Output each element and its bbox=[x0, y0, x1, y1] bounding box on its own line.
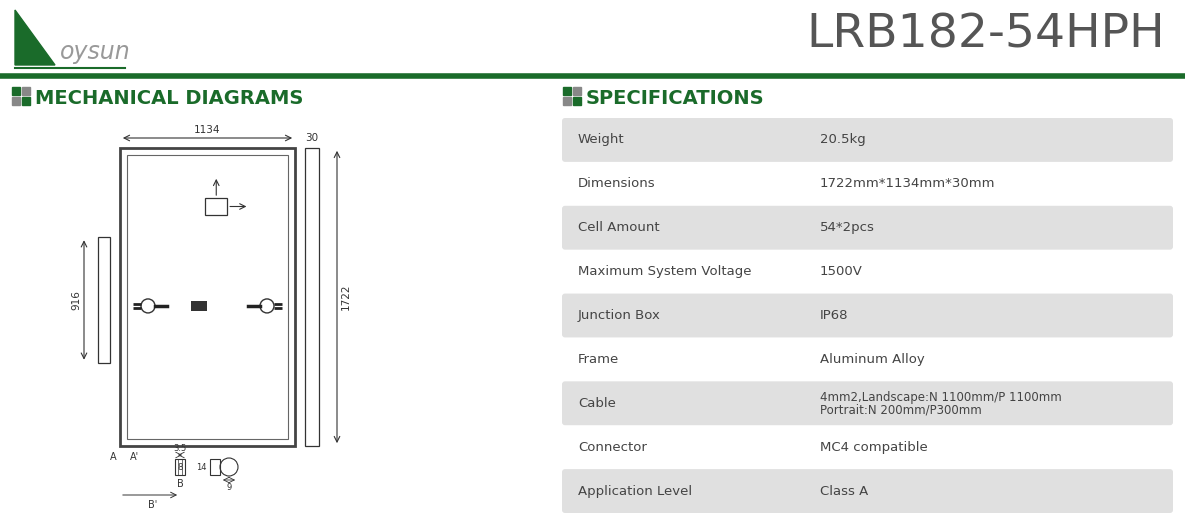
Text: MECHANICAL DIAGRAMS: MECHANICAL DIAGRAMS bbox=[36, 90, 303, 108]
Text: 9: 9 bbox=[226, 483, 231, 492]
Text: 1500V: 1500V bbox=[820, 265, 863, 278]
Text: oysun: oysun bbox=[60, 40, 130, 64]
Text: 1722: 1722 bbox=[341, 284, 351, 310]
Bar bbox=[305, 148, 319, 446]
Bar bbox=[12, 96, 20, 105]
Text: Application Level: Application Level bbox=[578, 485, 692, 498]
Text: 20.5kg: 20.5kg bbox=[820, 133, 866, 146]
Bar bbox=[191, 301, 206, 311]
Bar bbox=[563, 96, 571, 105]
Text: Dimensions: Dimensions bbox=[578, 177, 655, 190]
Text: IP68: IP68 bbox=[820, 309, 848, 322]
FancyBboxPatch shape bbox=[562, 293, 1173, 338]
Text: 54*2pcs: 54*2pcs bbox=[820, 221, 875, 234]
Text: A': A' bbox=[130, 452, 139, 462]
Text: Cell Amount: Cell Amount bbox=[578, 221, 660, 234]
Bar bbox=[572, 96, 581, 105]
Text: LRB182-54HPH: LRB182-54HPH bbox=[806, 13, 1165, 58]
Text: 4mm2,Landscape:N 1100mm/P 1100mm: 4mm2,Landscape:N 1100mm/P 1100mm bbox=[820, 391, 1062, 404]
Bar bbox=[21, 87, 30, 95]
Text: 916: 916 bbox=[71, 290, 81, 310]
Text: Class A: Class A bbox=[820, 485, 869, 498]
FancyBboxPatch shape bbox=[562, 206, 1173, 250]
Text: Connector: Connector bbox=[578, 441, 647, 454]
Bar bbox=[210, 459, 220, 475]
FancyBboxPatch shape bbox=[562, 381, 1173, 425]
Text: 14: 14 bbox=[197, 463, 207, 472]
Text: 1134: 1134 bbox=[194, 125, 220, 135]
Bar bbox=[572, 87, 581, 95]
Text: Junction Box: Junction Box bbox=[578, 309, 661, 322]
Bar bbox=[12, 87, 20, 95]
Text: Portrait:N 200mm/P300mm: Portrait:N 200mm/P300mm bbox=[820, 404, 981, 417]
Bar bbox=[98, 238, 110, 363]
Text: Maximum System Voltage: Maximum System Voltage bbox=[578, 265, 751, 278]
Bar bbox=[21, 96, 30, 105]
Text: A: A bbox=[110, 452, 117, 462]
Text: B: B bbox=[177, 479, 184, 489]
Text: 30: 30 bbox=[306, 133, 319, 143]
Text: Cable: Cable bbox=[578, 397, 616, 410]
Bar bbox=[120, 148, 295, 446]
Bar bbox=[205, 198, 228, 215]
Bar bbox=[175, 459, 185, 475]
Polygon shape bbox=[15, 10, 55, 65]
Bar bbox=[178, 459, 182, 475]
Text: Weight: Weight bbox=[578, 133, 624, 146]
Text: Frame: Frame bbox=[578, 353, 620, 366]
Text: SPECIFICATIONS: SPECIFICATIONS bbox=[587, 90, 764, 108]
Text: MC4 compatible: MC4 compatible bbox=[820, 441, 928, 454]
FancyBboxPatch shape bbox=[562, 118, 1173, 162]
Text: 3.5: 3.5 bbox=[173, 444, 186, 453]
Bar bbox=[563, 87, 571, 95]
Text: 8: 8 bbox=[178, 463, 182, 472]
Text: B': B' bbox=[148, 500, 158, 510]
FancyBboxPatch shape bbox=[562, 469, 1173, 513]
Text: 1722mm*1134mm*30mm: 1722mm*1134mm*30mm bbox=[820, 177, 995, 190]
Bar bbox=[127, 155, 288, 439]
Text: Aluminum Alloy: Aluminum Alloy bbox=[820, 353, 924, 366]
